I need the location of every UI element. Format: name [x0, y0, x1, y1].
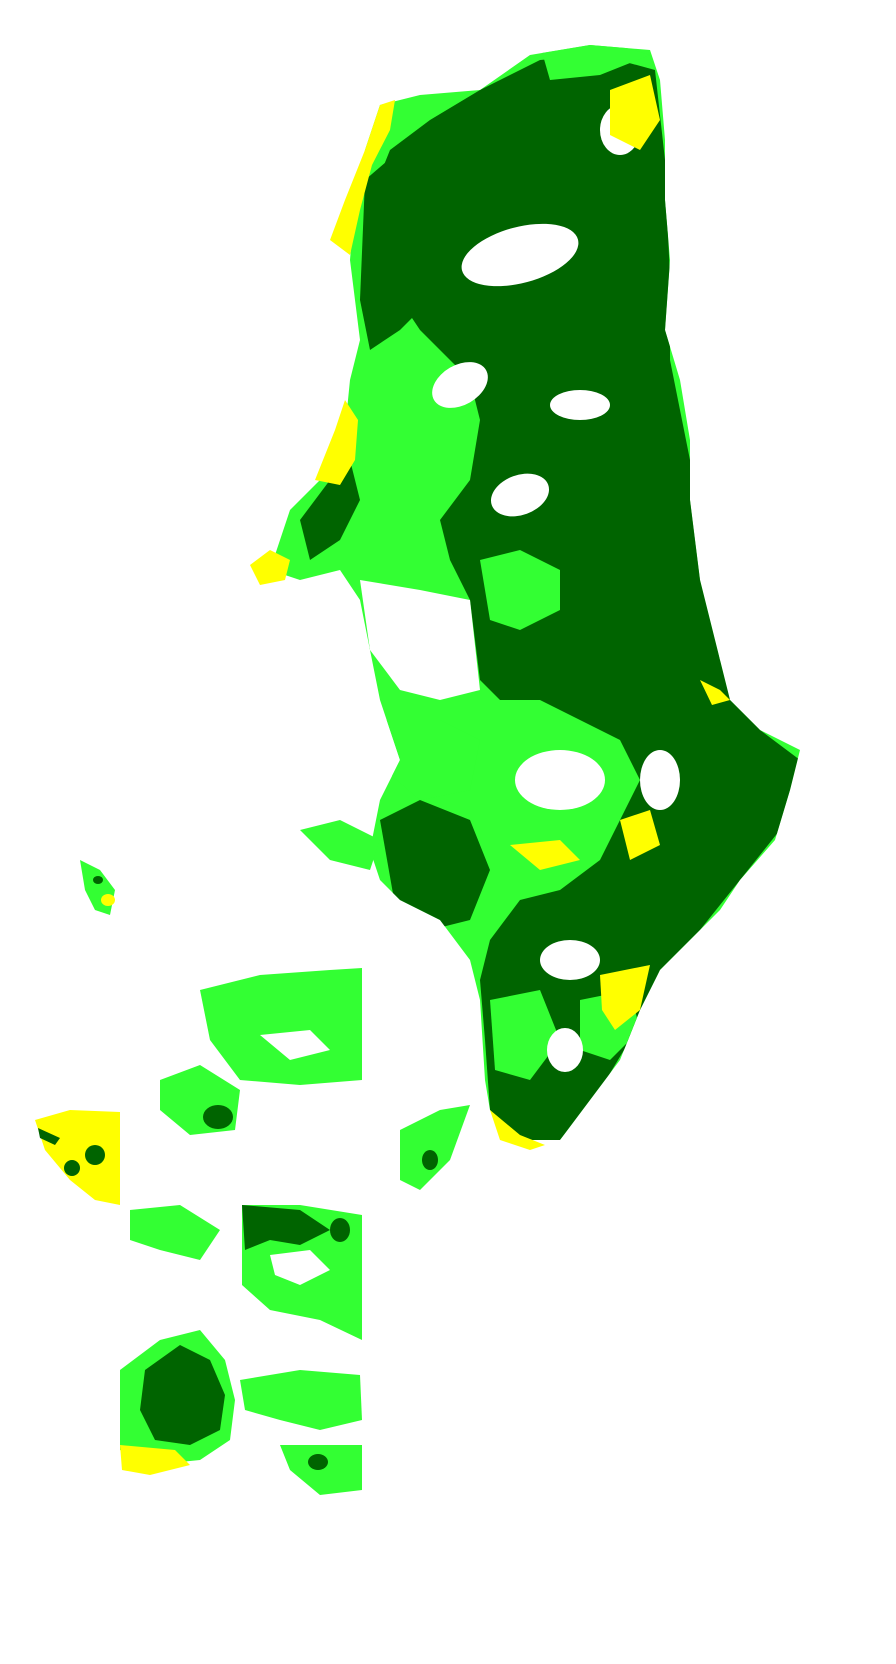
west-island-dense-1	[85, 1145, 105, 1165]
clearing-6	[640, 750, 680, 810]
west-islands	[35, 860, 120, 1205]
central-medium-patch	[200, 968, 362, 1085]
south-island-yellow	[120, 1445, 190, 1475]
sparse-fringe-south	[490, 1110, 560, 1150]
dense-zone-west	[360, 150, 470, 350]
north-landmass	[250, 45, 800, 1150]
central-white-gap	[260, 1030, 330, 1060]
sparse-fringe-east	[700, 680, 730, 705]
clearing-3	[550, 390, 610, 420]
medium-patch-4	[490, 990, 560, 1080]
south-dense-spot	[330, 1218, 350, 1242]
dense-zone-mid	[380, 800, 490, 930]
central-dense-spot	[203, 1105, 233, 1129]
south-tip-dense	[308, 1454, 328, 1470]
sparse-rim-4	[510, 840, 580, 870]
sparse-rim-2	[600, 965, 650, 1030]
west-island-2	[80, 860, 115, 915]
clearing-7	[540, 940, 600, 980]
south-white-gap	[270, 1250, 330, 1285]
clearing-8	[547, 1028, 583, 1072]
clearing-west	[360, 580, 480, 700]
south-landmass	[120, 1205, 362, 1495]
clearing-2	[432, 362, 488, 408]
medium-patch-1	[540, 45, 650, 80]
medium-patch-5	[380, 720, 480, 800]
south-dense-edge	[242, 1205, 330, 1250]
sparse-fringe-west	[315, 400, 358, 485]
central-dense-spot-2	[422, 1150, 438, 1170]
south-island-dense	[140, 1345, 225, 1445]
west-island-dense-2	[64, 1160, 80, 1176]
clearing-1	[461, 223, 579, 287]
clearing-4	[490, 473, 550, 517]
central-medium-patch-2	[300, 820, 380, 870]
medium-patch-2	[480, 550, 560, 630]
west-island-dense-edge	[38, 1128, 60, 1145]
west-island-2-yellow	[101, 894, 115, 906]
sparse-fringe-northwest	[330, 100, 395, 255]
south-tip-light	[280, 1445, 362, 1495]
south-coast-light	[240, 1370, 362, 1430]
west-island-1	[35, 1110, 120, 1205]
dense-zone-east	[370, 55, 800, 1140]
sparse-fringe-cape	[250, 550, 290, 585]
sparse-rim-3	[620, 810, 660, 860]
clearing-5	[515, 750, 605, 810]
sparse-rim-1	[610, 75, 660, 150]
west-island-2-dense	[93, 876, 103, 884]
central-region	[160, 820, 470, 1190]
south-medium-scatter	[130, 1205, 220, 1260]
central-medium-patch-4	[400, 1105, 470, 1190]
dense-zone-coast	[300, 460, 360, 560]
